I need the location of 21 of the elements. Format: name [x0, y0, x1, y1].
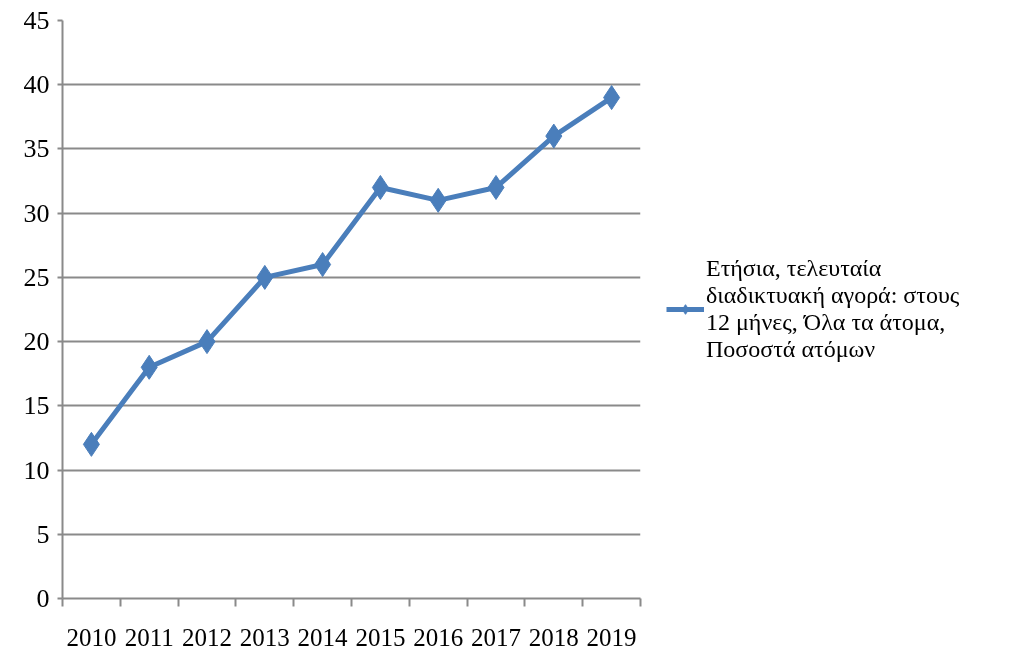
- x-tick-label: 2012: [182, 623, 232, 651]
- x-tick-label: 2017: [471, 623, 521, 651]
- x-tick-label: 2015: [355, 623, 406, 651]
- legend-label: Ετήσια, τελευταία διαδικτυακή αγορά: στους 12 μήνες, Όλα τα άτομα, Ποσοστά ατόμων: [706, 255, 960, 363]
- x-tick-label: 2010: [66, 623, 117, 651]
- x-tick-label: 2019: [586, 623, 637, 651]
- y-tick-label: 40: [23, 70, 50, 100]
- y-tick-label: 30: [23, 198, 50, 228]
- y-tick-label: 35: [23, 134, 50, 164]
- x-tick-label: 2018: [528, 623, 579, 651]
- y-tick-label: 25: [23, 262, 50, 292]
- x-tick-label: 2011: [124, 623, 174, 651]
- y-tick-label: 15: [23, 391, 50, 421]
- x-tick-label: 2016: [413, 623, 464, 651]
- x-tick-label: 2013: [239, 623, 290, 651]
- y-tick-label: 45: [23, 6, 50, 35]
- x-tick-label: 2014: [297, 623, 349, 651]
- y-tick-label: 5: [36, 519, 50, 549]
- y-tick-label: 10: [23, 455, 50, 485]
- y-tick-label: 20: [23, 327, 50, 357]
- y-tick-label: 0: [36, 584, 50, 613]
